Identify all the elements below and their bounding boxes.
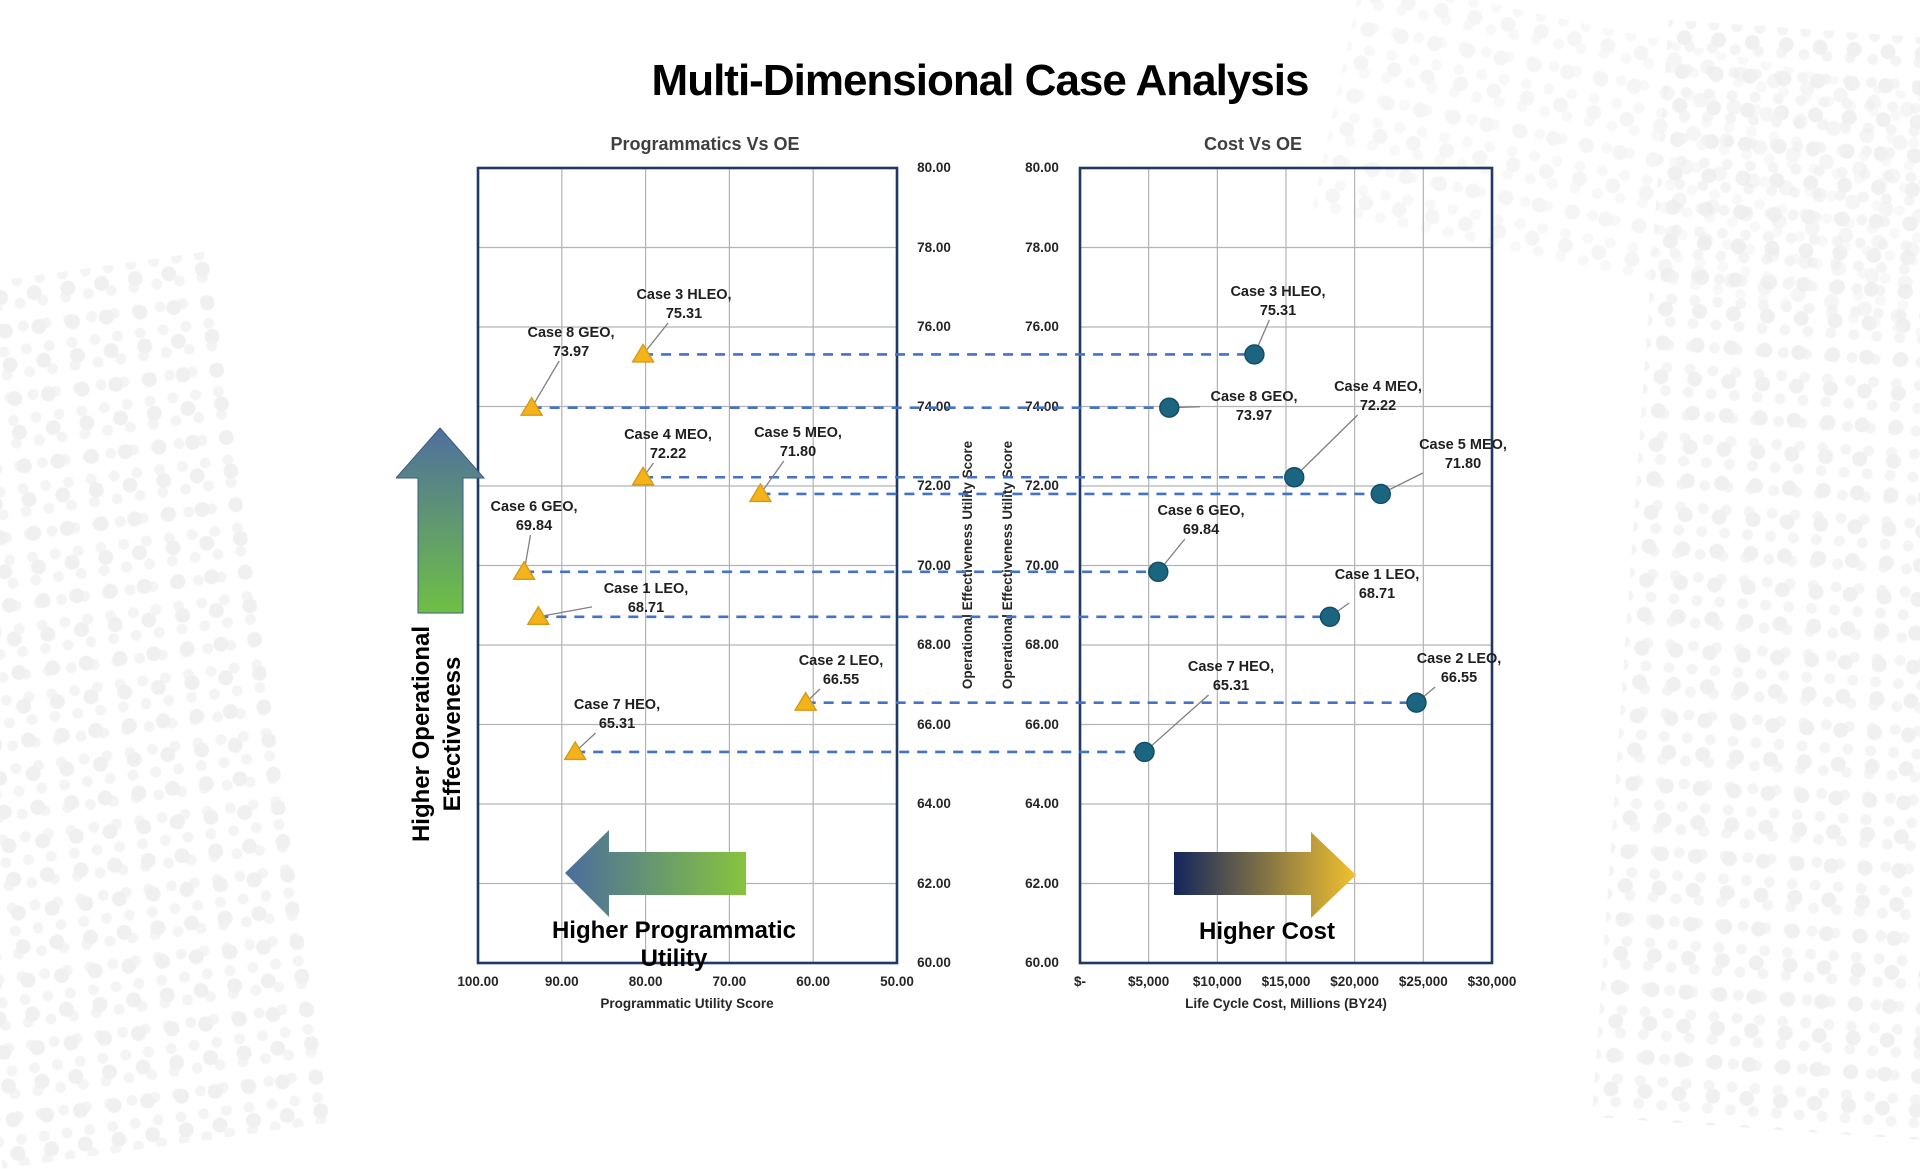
- higher-oe-arrow-label-line2: Effectiveness: [439, 656, 466, 812]
- prog-y-tick: 66.00: [917, 716, 951, 732]
- cost-x-tick: $5,000: [1128, 974, 1170, 989]
- prog-y-tick: 72.00: [917, 478, 951, 493]
- cost-y-tick: 62.00: [1025, 875, 1059, 891]
- left-chart-title: Programmatics Vs OE: [610, 134, 800, 154]
- prog-x-tick: 80.00: [628, 974, 663, 989]
- prog-x-tick: 60.00: [796, 974, 831, 989]
- prog-y-tick: 68.00: [917, 637, 951, 652]
- higher-cost-arrow-icon: [1174, 832, 1356, 918]
- cost-y-tick: 72.00: [1025, 478, 1059, 493]
- prog-y-tick: 64.00: [917, 796, 951, 811]
- prog-x-tick: 100.00: [457, 974, 499, 989]
- higher-cost-label: Higher Cost: [1198, 918, 1335, 945]
- higher-oe-arrow-label: Higher Operational Effectiveness: [406, 614, 470, 854]
- cost-y-tick: 66.00: [1025, 716, 1059, 732]
- prog-y-tick: 62.00: [917, 875, 951, 891]
- cost-y-tick: 74.00: [1025, 398, 1059, 414]
- cost-y-tick: 70.00: [1025, 557, 1059, 573]
- page-title: Multi-Dimensional Case Analysis: [651, 56, 1310, 105]
- higher-programmatic-utility-label: Higher Programmatic Utility: [551, 917, 797, 972]
- prog-y-tick: 76.00: [917, 319, 951, 334]
- cost-x-tick: $25,000: [1398, 974, 1448, 989]
- cost-x-tick: $20,000: [1330, 974, 1380, 989]
- prog-y-tick: 78.00: [917, 239, 951, 255]
- cost-y-tick: 80.00: [1025, 160, 1059, 175]
- higher-programmatic-utility-arrow-icon: [565, 830, 746, 917]
- higher-oe-arrow-icon: [396, 427, 485, 614]
- left-x-axis-title: Programmatic Utility Score: [600, 996, 774, 1011]
- tick-labels-layer: 100.00 90.00 80.00 70.00 60.00 50.00 80.00 78.0…: [457, 160, 1517, 989]
- cost-x-tick: $30,000: [1467, 974, 1517, 989]
- cost-y-tick: 68.00: [1025, 637, 1059, 652]
- cost-y-tick: 76.00: [1025, 319, 1059, 334]
- higher-oe-arrow-label-line1: Higher Operational: [408, 625, 435, 843]
- cost-y-tick: 64.00: [1025, 796, 1059, 811]
- prog-x-tick: 90.00: [544, 974, 579, 989]
- prog-y-tick: 74.00: [917, 398, 951, 414]
- right-x-axis-title: Life Cycle Cost, Millions (BY24): [1185, 996, 1387, 1011]
- right-chart-title: Cost Vs OE: [1203, 134, 1303, 154]
- prog-x-tick: 70.00: [712, 974, 747, 989]
- prog-y-tick: 60.00: [917, 955, 951, 970]
- cost-y-tick: 78.00: [1025, 239, 1059, 255]
- prog-x-tick: 50.00: [880, 974, 914, 989]
- cost-x-tick: $10,000: [1192, 974, 1242, 989]
- prog-y-tick: 80.00: [917, 160, 951, 175]
- cost-x-tick: $-: [1073, 974, 1086, 989]
- prog-y-tick: 70.00: [917, 557, 951, 573]
- cost-y-tick: 60.00: [1025, 955, 1059, 970]
- cost-x-tick: $15,000: [1261, 974, 1311, 989]
